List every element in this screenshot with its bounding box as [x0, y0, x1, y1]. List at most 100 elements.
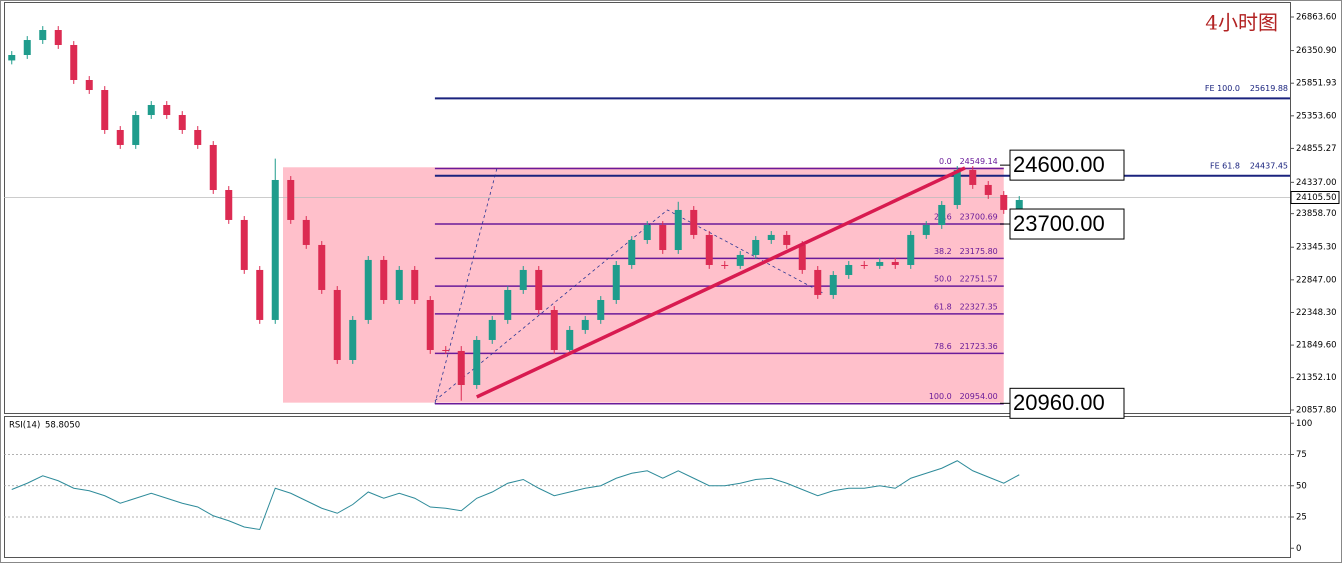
- y-tick-label: 24337.00: [1296, 178, 1337, 188]
- y-tick-label: 21849.60: [1296, 341, 1337, 351]
- candle-body: [380, 259, 388, 300]
- candle-body: [767, 234, 775, 240]
- candle-body: [23, 40, 31, 56]
- candle-body: [70, 44, 78, 80]
- candle-body: [333, 289, 341, 360]
- rsi-panel: [4, 416, 1291, 558]
- y-tick-label: 50: [1296, 481, 1307, 491]
- fib-price: 22327.35: [960, 302, 998, 311]
- candle-body: [318, 244, 326, 290]
- candle-body: [845, 264, 853, 275]
- candle-body: [364, 259, 372, 320]
- y-tick-label: 23858.70: [1296, 209, 1337, 219]
- fib-price: 20954.00: [960, 392, 998, 401]
- fib-price: 23175.80: [960, 247, 998, 256]
- candle-body: [612, 264, 620, 300]
- candle-body: [984, 184, 992, 195]
- candle-body: [132, 115, 140, 145]
- zone: [283, 167, 1004, 403]
- y-tick-label: 25353.60: [1296, 111, 1337, 121]
- fib-ratio: 0.0: [939, 157, 952, 166]
- candle-body: [39, 30, 47, 41]
- candle-body: [54, 30, 62, 45]
- candle-body: [209, 144, 217, 190]
- candle-body: [178, 115, 186, 130]
- last-price-box: [1290, 190, 1340, 204]
- last-price-label: 24105.50: [1296, 193, 1337, 203]
- y-tick-label: 100: [1296, 419, 1312, 429]
- fe-price: 24437.45: [1250, 161, 1288, 170]
- pattern-line: [434, 168, 498, 404]
- fe-name: FE 61.8: [1210, 161, 1240, 170]
- candle-body: [1000, 194, 1008, 210]
- candle-body: [907, 234, 915, 265]
- candle-body: [504, 289, 512, 320]
- candle-body: [814, 269, 822, 295]
- y-tick-label: 20857.80: [1296, 406, 1337, 416]
- candle-body: [457, 350, 465, 385]
- marker-box: [1009, 208, 1125, 240]
- chart-title: 4小时图: [1205, 11, 1278, 35]
- marker-box: [1009, 387, 1125, 419]
- fib-price: 21723.36: [960, 342, 998, 351]
- candle-body: [550, 310, 558, 350]
- candle-body: [85, 79, 93, 91]
- candle-body: [674, 209, 682, 251]
- y-tick-label: 22847.00: [1296, 275, 1337, 285]
- candle-body: [473, 339, 481, 385]
- candle-body: [302, 219, 310, 245]
- candle-body: [953, 169, 961, 205]
- fib-price: 23700.69: [960, 212, 998, 221]
- marker-label: 20960.00: [1013, 390, 1105, 415]
- y-tick-label: 25: [1296, 513, 1307, 523]
- marker-label: 23700.00: [1013, 211, 1105, 236]
- candle-body: [659, 225, 667, 251]
- fe-name: FE 100.0: [1205, 84, 1240, 93]
- candle-body: [597, 299, 605, 320]
- candle-body: [240, 219, 248, 270]
- candle-body: [643, 225, 651, 240]
- candle-body: [8, 55, 16, 61]
- candle-body: [581, 319, 589, 330]
- candle-body: [891, 261, 899, 265]
- candle-body: [922, 225, 930, 235]
- fe-price: 25619.88: [1250, 84, 1288, 93]
- y-tick-label: 24855.27: [1296, 144, 1337, 154]
- y-tick-label: 22348.30: [1296, 308, 1337, 318]
- candle-body: [566, 329, 574, 350]
- candle-body: [535, 269, 543, 311]
- candle-body: [442, 349, 450, 351]
- candle-body: [721, 264, 729, 266]
- candle-body: [736, 254, 744, 266]
- rsi-reading: 58.8050: [45, 421, 80, 431]
- candle-body: [147, 104, 155, 116]
- candle-body: [690, 209, 698, 235]
- candle-body: [426, 299, 434, 350]
- candle-body: [860, 264, 868, 266]
- fib-ratio: 38.2: [934, 247, 952, 256]
- fib-ratio: 50.0: [934, 275, 952, 284]
- fib-ratio: 78.6: [934, 342, 952, 351]
- trend-line: [476, 166, 966, 399]
- candle-body: [938, 204, 946, 226]
- candle-body: [116, 129, 124, 145]
- candle-body: [194, 129, 202, 145]
- candle-body: [783, 234, 791, 245]
- candle-body: [1015, 200, 1023, 210]
- candle-body: [798, 244, 806, 270]
- fib-price: 22751.57: [960, 275, 998, 284]
- candle-body: [519, 269, 527, 290]
- candle-body: [488, 319, 496, 340]
- rsi-name: RSI(14): [9, 421, 40, 431]
- pattern-line: [434, 209, 823, 402]
- candle-body: [349, 319, 357, 360]
- rsi-line: [11, 460, 1020, 531]
- candle-body: [163, 104, 171, 116]
- y-tick-label: 23345.30: [1296, 243, 1337, 253]
- y-tick-label: 26863.60: [1296, 13, 1337, 23]
- y-tick-label: 21352.10: [1296, 373, 1337, 383]
- candle-body: [829, 274, 837, 295]
- marker-label: 24600.00: [1013, 152, 1105, 177]
- fib-price: 24549.14: [960, 157, 998, 166]
